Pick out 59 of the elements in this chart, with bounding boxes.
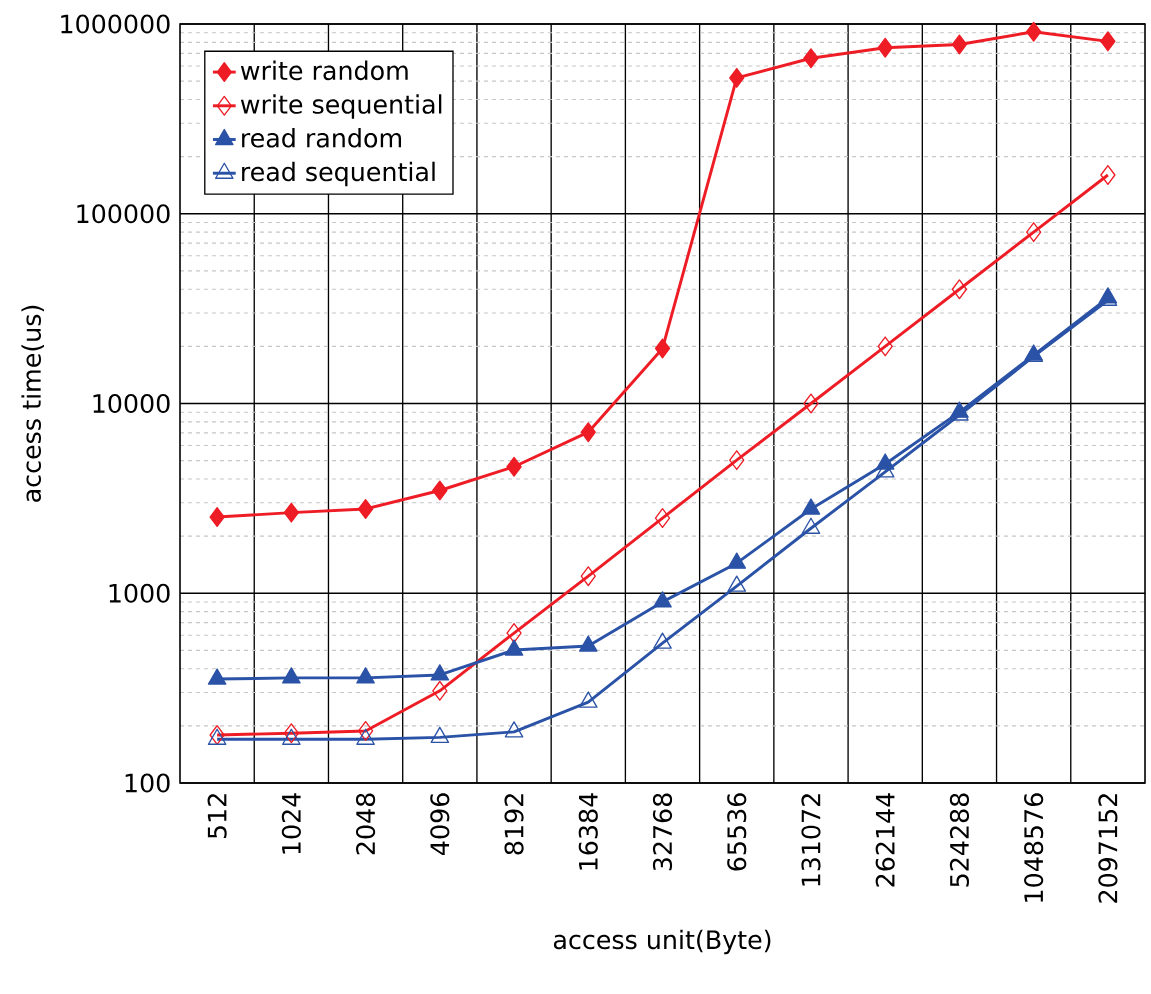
legend-label: read random: [242, 127, 402, 148]
point: [729, 67, 745, 88]
x-tick-label: 1024: [281, 793, 301, 854]
point: [357, 498, 374, 519]
point: [727, 552, 747, 569]
y-tick-label: 10000: [93, 393, 170, 414]
point: [504, 639, 524, 656]
point: [207, 668, 227, 685]
point: [801, 498, 821, 515]
x-tick-label: 16384: [578, 793, 598, 870]
x-tick-label: 131072: [801, 794, 821, 886]
point: [1025, 21, 1042, 42]
x-tick-label: 4096: [430, 793, 450, 855]
point: [432, 480, 448, 501]
y-tick-label: 100: [125, 773, 170, 793]
point: [356, 667, 375, 684]
point: [951, 279, 968, 300]
x-tick-label: 1048576: [1024, 793, 1044, 902]
point: [430, 664, 450, 681]
x-tick-label: 32768: [652, 793, 673, 871]
point: [653, 591, 672, 608]
point: [282, 667, 301, 684]
x-tick-label: 2048: [356, 793, 376, 855]
point: [578, 691, 598, 708]
point: [283, 502, 300, 523]
point: [729, 450, 745, 471]
legend-label: write sequential: [240, 94, 442, 119]
point: [877, 336, 893, 357]
point: [578, 635, 598, 652]
legend-label: read sequential: [242, 161, 435, 187]
point: [356, 728, 375, 745]
y-tick-label: 100000: [77, 204, 170, 224]
x-tick-label: 65536: [727, 793, 747, 871]
point: [1100, 165, 1116, 186]
y-tick-label: 1000: [109, 583, 170, 603]
x-tick-label: 8192: [504, 794, 524, 855]
y-tick-label: 1000000: [61, 14, 170, 34]
point: [1100, 31, 1116, 52]
point: [654, 338, 671, 359]
x-tick-label: 524288: [949, 793, 970, 887]
point: [653, 632, 672, 649]
point: [803, 48, 819, 69]
point: [801, 517, 821, 534]
point: [727, 575, 747, 592]
point: [506, 456, 522, 477]
x-tick-label: 512: [207, 794, 227, 839]
point: [580, 422, 596, 443]
point: [803, 393, 819, 414]
point: [504, 721, 524, 738]
point: [877, 37, 893, 58]
point: [282, 728, 301, 745]
point: [951, 34, 968, 55]
point: [1025, 222, 1042, 243]
x-tick-label: 2097152: [1098, 794, 1118, 903]
x-axis-title: access unit(Byte): [553, 929, 771, 955]
legend-label: write random: [240, 60, 408, 81]
x-tick-label: 262144: [875, 793, 895, 887]
y-axis-title: access time(us): [21, 305, 44, 502]
point: [430, 726, 450, 744]
